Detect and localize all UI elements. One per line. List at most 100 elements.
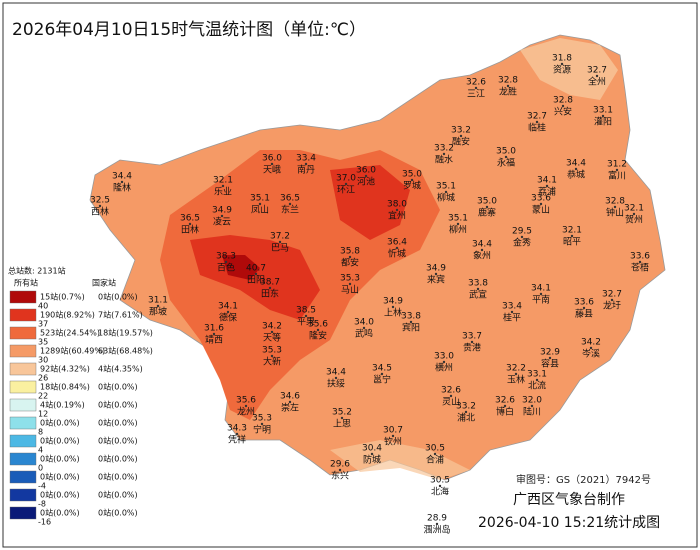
station-value: 29.5: [512, 227, 532, 237]
legend-all-count: 0站(0.0%): [40, 454, 80, 464]
station-dot: [212, 332, 216, 336]
cool-zone: [330, 440, 470, 480]
station-value: 36.0: [356, 166, 376, 176]
legend-national-count: 63站(68.48%): [98, 346, 153, 356]
station-dot: [395, 208, 399, 212]
legend-threshold: 30: [38, 356, 48, 365]
station-dot: [514, 372, 518, 376]
station-value: 32.7: [527, 112, 547, 122]
station-dot: [156, 304, 160, 308]
station-dot: [254, 272, 258, 276]
legend-threshold: -16: [38, 518, 51, 527]
station-dot: [589, 346, 593, 350]
station-dot: [98, 204, 102, 208]
station-dot: [506, 84, 510, 88]
station-value: 31.6: [204, 324, 224, 334]
station-dot: [456, 222, 460, 226]
station-dot: [434, 272, 438, 276]
station-value: 35.3: [340, 274, 360, 284]
station-dot: [362, 326, 366, 330]
station-dot: [244, 404, 248, 408]
legend-all-count: 92站(4.32%): [40, 364, 90, 374]
station-value: 35.1: [250, 194, 270, 204]
legend-all-count: 0站(0.0%): [40, 436, 80, 446]
legend-national-count: 0站(0.0%): [98, 292, 138, 302]
station-name: 来宾: [427, 274, 445, 286]
station-value: 35.2: [332, 408, 352, 418]
station-dot: [595, 74, 599, 78]
station-value: 34.6: [280, 392, 300, 402]
station-dot: [409, 320, 413, 324]
station-dot: [348, 282, 352, 286]
legend-national-count: 0站(0.0%): [98, 508, 138, 518]
legend-all-header: 所有站: [14, 278, 38, 288]
station-dot: [348, 255, 352, 259]
station-dot: [395, 246, 399, 250]
station-name: 金秀: [513, 237, 531, 249]
title: 2026年04月10日15时气温统计图（单位:℃）: [12, 20, 366, 40]
legend-all-count: 190站(8.92%): [40, 310, 95, 320]
station-dot: [235, 432, 239, 436]
station-name: 贵港: [463, 342, 481, 354]
legend-all-count: 0站(0.0%): [40, 508, 80, 518]
station-name: 北海: [431, 486, 449, 498]
station-value: 32.7: [587, 66, 607, 76]
station-name: 象州: [473, 250, 491, 262]
station-name: 巴马: [271, 243, 289, 254]
legend-swatch: [9, 344, 37, 358]
legend-swatch: [9, 308, 37, 322]
station-value: 30.7: [383, 426, 403, 436]
legend-threshold: 35: [38, 338, 48, 347]
legend-swatch: [9, 452, 37, 466]
legend-all-count: 4站(0.19%): [40, 400, 85, 410]
station-name: 大新: [263, 356, 281, 368]
station-name: 龙圩: [603, 300, 621, 312]
legend-all-count: 15站(0.7%): [40, 292, 85, 302]
legend-swatch: [9, 290, 37, 304]
station-name: 浦北: [457, 412, 475, 424]
station-name: 平南: [532, 294, 550, 306]
station-name: 靖西: [205, 334, 223, 346]
station-name: 东兴: [331, 470, 349, 482]
station-name: 上林: [384, 307, 402, 319]
station-name: 兴安: [554, 106, 572, 118]
station-name: 全州: [588, 76, 606, 88]
legend-national-count: 0站(0.0%): [98, 472, 138, 482]
station-name: 永福: [497, 157, 515, 169]
station-value: 35.0: [402, 170, 422, 180]
legend-all-count: 0站(0.0%): [40, 418, 80, 428]
station-value: 37.2: [270, 232, 290, 242]
station-name: 那坡: [149, 306, 167, 318]
station-name: 隆安: [309, 330, 327, 342]
station-value: 36.4: [387, 238, 407, 248]
station-name: 宁明: [253, 424, 271, 436]
legend-total: 总站数: 2131站: [8, 266, 66, 276]
station-dot: [601, 114, 605, 118]
station-name: 都安: [341, 257, 359, 269]
station-name: 横州: [435, 362, 453, 374]
station-value: 35.1: [436, 182, 456, 192]
station-name: 钦州: [384, 436, 402, 448]
legend-threshold: 4: [38, 446, 43, 455]
station-value: 32.0: [522, 396, 542, 406]
station-dot: [224, 260, 228, 264]
station-name: 田林: [181, 224, 199, 236]
station-name: 玉林: [507, 374, 525, 386]
station-dot: [270, 330, 274, 334]
station-name: 融安: [452, 136, 470, 148]
station-dot: [535, 378, 539, 382]
station-dot: [188, 222, 192, 226]
station-name: 博白: [496, 406, 514, 418]
station-dot: [539, 292, 543, 296]
station-value: 31.8: [552, 54, 572, 64]
station-name: 宜州: [388, 210, 406, 222]
station-dot: [570, 234, 574, 238]
station-value: 30.5: [430, 476, 450, 486]
producer: 广西区气象台制作: [513, 492, 625, 508]
station-value: 32.7: [602, 290, 622, 300]
legend-all-count: 523站(24.54%): [40, 328, 100, 338]
legend-national-count: 18站(19.57%): [98, 328, 153, 338]
station-value: 32.1: [213, 176, 233, 186]
station-name: 融水: [435, 154, 453, 166]
